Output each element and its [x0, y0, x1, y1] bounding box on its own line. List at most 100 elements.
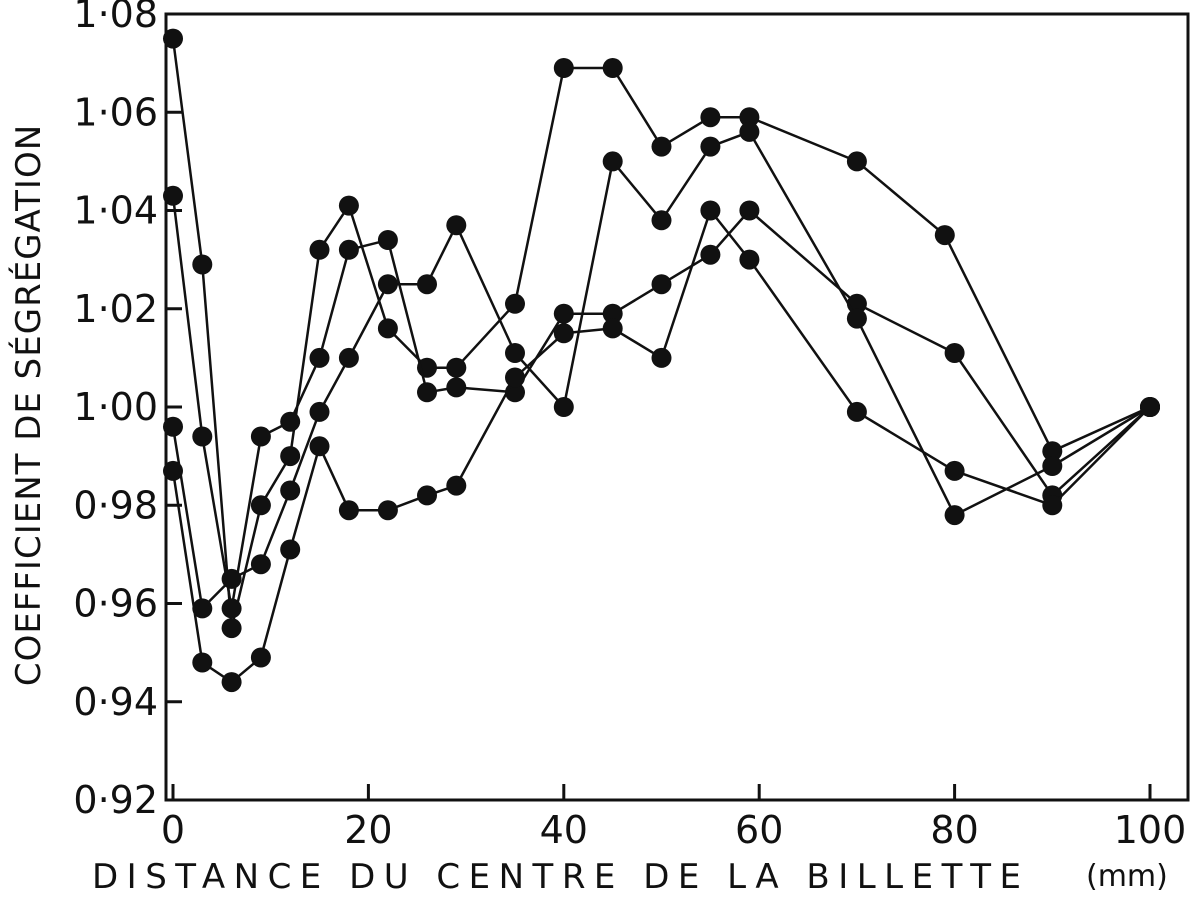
- x-axis-unit: (mm): [1086, 859, 1168, 894]
- series-2-point-4: [250, 426, 271, 447]
- series-1-point-11: [505, 293, 525, 314]
- series-1: [163, 28, 1160, 639]
- series-2-point-7: [338, 239, 359, 260]
- series-1-point-6: [309, 239, 330, 260]
- series-3-point-16: [739, 121, 760, 142]
- series-1-point-10: [446, 357, 467, 378]
- series-1-point-18: [934, 225, 955, 246]
- series-2-point-2: [192, 426, 213, 447]
- series-4-point-9: [417, 485, 437, 506]
- series-4-line: [171, 209, 1151, 684]
- series-1-point-5: [280, 446, 301, 467]
- series-4-point-20: [1140, 397, 1160, 417]
- series-2-point-12: [553, 303, 574, 324]
- y-axis-title: COEFFICIENT DE SÉGRÉGATION: [8, 124, 49, 686]
- series-4-point-18: [944, 460, 965, 481]
- series-3-point-3: [221, 568, 242, 589]
- series-2-point-5: [280, 411, 301, 432]
- series-2: [163, 185, 1160, 619]
- series-4-point-15: [700, 200, 721, 221]
- series-2-point-9: [417, 382, 437, 403]
- series-3-point-9: [417, 274, 437, 295]
- series-4-point-6: [309, 436, 330, 457]
- axis-ticks-group: 0·92 0·94 0·96 0·98 1·00 1·02 1·04 1·06 1·08 0 20 4…: [73, 0, 1186, 852]
- series-3: [163, 121, 1160, 619]
- y-tick-label: 0·92: [73, 778, 158, 822]
- series-2-point-15: [700, 244, 721, 265]
- series-3-point-15: [700, 136, 721, 157]
- series-3-point-17: [846, 308, 867, 329]
- axis-labels-group: COEFFICIENT DE SÉGRÉGATION DISTANCE DU C…: [8, 124, 1168, 897]
- series-1-point-16: [739, 107, 760, 128]
- series-2-point-10: [446, 377, 467, 398]
- series-2-point-14: [651, 274, 672, 295]
- y-tick-label: 0·94: [73, 680, 158, 724]
- x-axis-title: DISTANCE DU CENTRE DE LA BILLETTE: [92, 857, 1022, 897]
- series-3-point-19: [1042, 456, 1063, 476]
- x-tick-label: 40: [540, 808, 588, 852]
- y-tick-label: 1·06: [73, 90, 158, 134]
- series-1-point-15: [700, 107, 721, 128]
- series-3-point-1: [163, 416, 183, 437]
- series-4: [163, 200, 1160, 693]
- series-4-point-1: [163, 460, 183, 481]
- series-3-point-18: [944, 505, 965, 526]
- series-4-point-10: [446, 475, 467, 496]
- series-3-point-6: [309, 401, 330, 422]
- series-3-point-7: [338, 347, 359, 368]
- series-1-point-2: [192, 254, 213, 275]
- series-3-point-5: [280, 480, 301, 501]
- x-tick-label: 60: [735, 808, 783, 852]
- series-1-point-17: [846, 151, 867, 172]
- series-1-point-8: [377, 318, 398, 339]
- series-3-point-11: [505, 343, 525, 363]
- series-3-point-10: [446, 215, 467, 236]
- x-tick-label: 0: [161, 808, 185, 852]
- series-4-point-12: [553, 323, 574, 344]
- y-tick-label: 1·00: [73, 385, 158, 429]
- series-2-point-6: [309, 347, 330, 368]
- series-2-point-8: [377, 230, 398, 250]
- series-2-point-1: [163, 185, 183, 206]
- y-tick-label: 1·08: [73, 0, 158, 36]
- series-3-point-4: [250, 554, 271, 575]
- x-tick-label: 80: [930, 808, 978, 852]
- series-4-point-4: [250, 647, 271, 668]
- series-1-point-4: [250, 495, 271, 516]
- y-tick-label: 0·96: [73, 582, 158, 626]
- series-2-point-16: [739, 200, 760, 221]
- series-3-line: [171, 130, 1151, 610]
- series-3-point-8: [377, 274, 398, 295]
- x-tick-label: 20: [344, 808, 392, 852]
- series-group: [163, 28, 1160, 693]
- series-4-point-17: [846, 401, 867, 422]
- series-1-point-12: [553, 58, 574, 78]
- series-1-point-1: [163, 28, 183, 49]
- series-4-point-8: [377, 500, 398, 521]
- series-4-point-7: [338, 500, 359, 521]
- series-3-point-13: [602, 151, 623, 172]
- series-4-point-16: [739, 249, 760, 270]
- series-3-point-14: [651, 210, 672, 231]
- x-tick-label: 100: [1114, 808, 1187, 852]
- series-4-point-3: [221, 672, 242, 693]
- series-4-point-19: [1042, 495, 1063, 516]
- series-3-point-12: [553, 397, 574, 417]
- y-tick-label: 0·98: [73, 483, 158, 527]
- series-1-point-13: [602, 58, 623, 78]
- series-4-point-5: [280, 539, 301, 560]
- y-tick-label: 1·02: [73, 287, 158, 331]
- series-1-point-3: [221, 618, 242, 639]
- series-4-point-11: [505, 367, 525, 388]
- series-4-point-13: [602, 318, 623, 339]
- series-1-point-7: [338, 195, 359, 216]
- series-4-point-2: [192, 652, 213, 673]
- series-2-point-13: [602, 303, 623, 324]
- series-1-line: [171, 38, 1151, 630]
- series-2-point-3: [221, 598, 242, 619]
- series-4-point-14: [651, 347, 672, 368]
- series-1-point-14: [651, 136, 672, 157]
- series-3-point-2: [192, 598, 213, 619]
- series-2-point-18: [944, 343, 965, 363]
